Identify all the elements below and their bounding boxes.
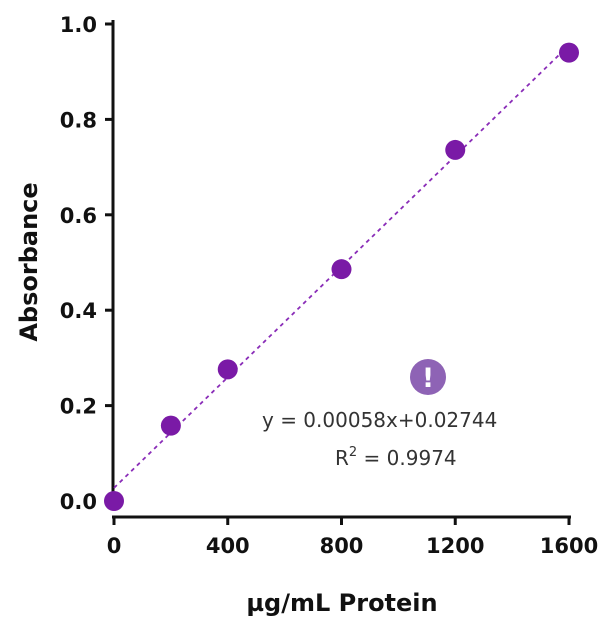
data-points — [104, 42, 579, 511]
data-point — [331, 259, 352, 280]
r-squared-value: = 0.9974 — [357, 446, 456, 470]
x-tick-label: 1600 — [540, 534, 598, 558]
x-tick-label: 1200 — [426, 534, 484, 558]
r-squared-prefix: R — [335, 446, 349, 470]
data-point — [160, 415, 181, 436]
y-tick-label: 0.6 — [60, 204, 97, 228]
x-tick-label: 800 — [320, 534, 364, 558]
warning-badge: ! — [410, 359, 446, 395]
data-point — [445, 139, 466, 160]
y-tick-label: 0.8 — [60, 108, 97, 132]
y-ticks: 0.0 0.2 0.4 0.6 0.8 1.0 — [60, 13, 113, 514]
exclamation-glyph: ! — [422, 363, 434, 394]
data-point — [104, 491, 124, 511]
y-tick-label: 0.2 — [60, 395, 97, 419]
r-squared-superscript: 2 — [349, 445, 357, 460]
r-squared: R2 = 0.9974 — [335, 445, 457, 470]
exclamation-icon — [410, 359, 446, 395]
y-tick-label: 0.4 — [60, 299, 97, 323]
y-tick-label: 0.0 — [60, 490, 97, 514]
y-axis-title: Absorbance — [15, 182, 43, 341]
x-ticks: 0 400 800 1200 1600 — [107, 517, 598, 558]
data-point — [217, 359, 238, 380]
regression-equation: y = 0.00058x+0.02744 — [262, 408, 497, 432]
x-tick-label: 0 — [107, 534, 122, 558]
data-point — [559, 42, 579, 63]
trendline — [113, 44, 570, 489]
x-axis-title: µg/mL Protein — [246, 589, 437, 617]
y-tick-label: 1.0 — [60, 13, 97, 37]
x-tick-label: 400 — [206, 534, 250, 558]
